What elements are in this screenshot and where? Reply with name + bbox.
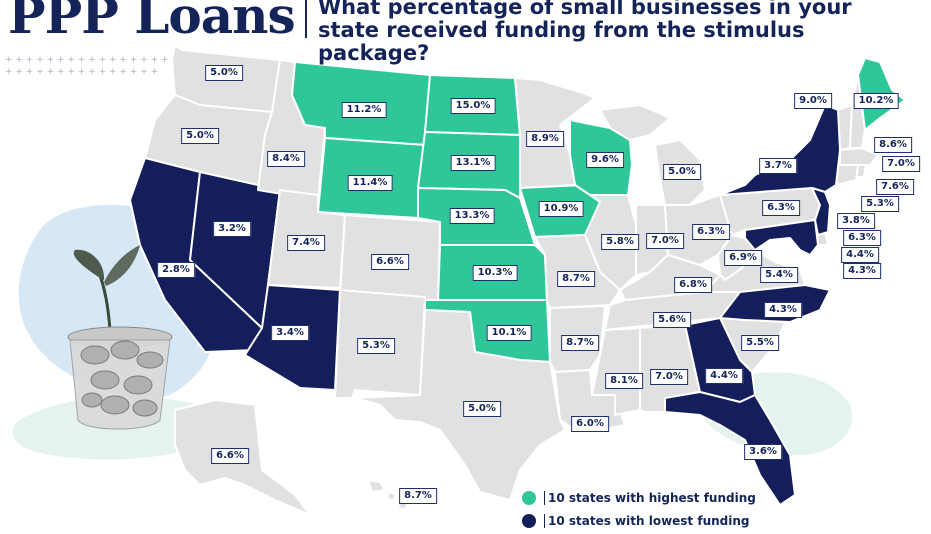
label-MD: 4.4% (841, 247, 879, 263)
state-CT[interactable] (835, 164, 859, 186)
label-SC: 5.5% (741, 335, 779, 351)
plant-leaf-right (104, 245, 140, 286)
label-DC: 4.3% (843, 263, 881, 279)
label-MA: 7.0% (882, 156, 920, 172)
coins (80, 340, 164, 417)
legend: 10 states with highest funding 10 states… (522, 488, 756, 534)
state-NY[interactable] (719, 104, 841, 196)
brand-title: PPP Loans (8, 0, 296, 45)
svg-text:+ + + + + + + + + + + + + + +: + + + + + + + + + + + + + + + + + + + (5, 55, 200, 65)
state-TX[interactable] (354, 309, 566, 501)
us-map: + + + + + + + + + + + + + + + + + + + + … (5, 44, 906, 516)
header-divider (305, 0, 307, 38)
label-KY: 6.8% (674, 277, 712, 293)
label-GA: 4.4% (705, 368, 743, 384)
label-IL: 5.8% (601, 234, 639, 250)
label-OH: 6.3% (692, 224, 730, 240)
state-MI[interactable] (599, 104, 706, 206)
question-heading: What percentage of small businesses in y… (318, 0, 852, 65)
label-HI: 8.7% (399, 488, 437, 504)
state-MA[interactable] (839, 147, 879, 166)
label-MT: 11.2% (341, 102, 387, 118)
label-CA: 2.8% (157, 262, 195, 278)
state-FL[interactable] (664, 391, 796, 506)
label-NJ: 3.8% (837, 213, 875, 229)
coin-jar-with-plant-icon (67, 245, 173, 430)
state-NJ[interactable] (811, 187, 831, 236)
dotted-texture: + + + + + + + + + + + + + + + + + + + + … (5, 55, 200, 77)
label-PA: 6.3% (762, 200, 800, 216)
label-AZ: 3.4% (271, 325, 309, 341)
legend-label-highest: 10 states with highest funding (544, 491, 756, 505)
label-MO: 8.7% (557, 271, 595, 287)
plant-leaf-left (73, 249, 105, 280)
label-OK: 10.1% (486, 325, 532, 341)
legend-item-highest: 10 states with highest funding (522, 488, 756, 508)
label-SD: 13.1% (450, 155, 496, 171)
legend-label-lowest: 10 states with lowest funding (544, 514, 750, 528)
label-IN: 7.0% (646, 233, 684, 249)
plant-stem (98, 274, 112, 331)
label-MS: 8.1% (605, 373, 643, 389)
label-WA: 5.0% (205, 65, 243, 81)
label-ME: 10.2% (853, 93, 899, 109)
state-LA[interactable] (554, 369, 626, 431)
label-IA: 10.9% (538, 201, 584, 217)
label-WI: 9.6% (586, 152, 624, 168)
label-TX: 5.0% (463, 401, 501, 417)
label-VT: 9.0% (794, 93, 832, 109)
label-AK: 6.6% (211, 448, 249, 464)
legend-item-lowest: 10 states with lowest funding (522, 511, 756, 531)
label-ND: 15.0% (450, 98, 496, 114)
label-FL: 3.6% (744, 444, 782, 460)
label-MN: 8.9% (526, 131, 564, 147)
state-MD[interactable] (744, 219, 819, 256)
label-LA: 6.0% (571, 416, 609, 432)
label-NC: 4.3% (764, 302, 802, 318)
label-WY: 11.4% (347, 175, 393, 191)
label-WV: 6.9% (724, 250, 762, 266)
label-AL: 7.0% (650, 369, 688, 385)
label-NH: 8.6% (874, 137, 912, 153)
label-TN: 5.6% (653, 312, 691, 328)
label-MI: 5.0% (663, 164, 701, 180)
legend-swatch-highest (522, 491, 536, 505)
svg-text:+ + + + + + + + + + + + + + +: + + + + + + + + + + + + + + + (5, 67, 158, 77)
label-NE: 13.3% (449, 208, 495, 224)
label-OR: 5.0% (181, 128, 219, 144)
label-KS: 10.3% (472, 265, 518, 281)
label-CO: 6.6% (371, 254, 409, 270)
label-NV: 3.2% (213, 221, 251, 237)
label-ID: 8.4% (267, 151, 305, 167)
label-AR: 8.7% (561, 335, 599, 351)
label-UT: 7.4% (287, 235, 325, 251)
label-NM: 5.3% (357, 338, 395, 354)
legend-swatch-lowest (522, 514, 536, 528)
label-CT: 5.3% (861, 196, 899, 212)
infographic: + + + + + + + + + + + + + + + + + + + + … (5, 0, 920, 528)
label-VA: 5.4% (760, 267, 798, 283)
label-DE: 6.3% (843, 230, 881, 246)
label-NY: 3.7% (759, 158, 797, 174)
state-NH[interactable] (849, 74, 866, 149)
label-RI: 7.6% (876, 179, 914, 195)
